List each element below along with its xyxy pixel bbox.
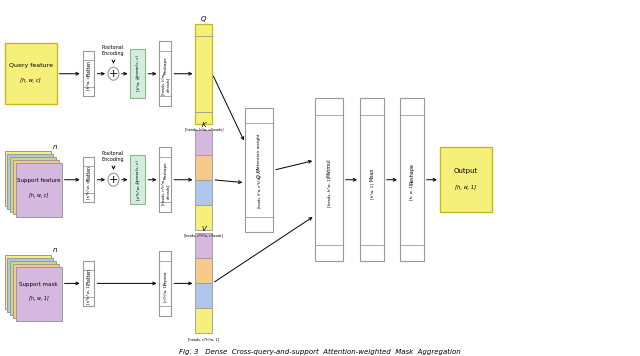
Bar — [195, 258, 212, 283]
Bar — [8, 258, 53, 312]
Text: Reshape: Reshape — [163, 57, 167, 74]
Bar — [16, 163, 62, 218]
Bar — [195, 155, 212, 180]
Text: Repeat: Repeat — [163, 270, 167, 285]
Circle shape — [108, 173, 119, 186]
Text: Linear(c, c): Linear(c, c) — [136, 160, 140, 183]
Text: Reshape: Reshape — [163, 162, 167, 179]
Bar — [195, 130, 212, 155]
Text: Mean: Mean — [369, 167, 374, 180]
Text: Support mask: Support mask — [19, 282, 58, 287]
Bar — [10, 261, 56, 315]
Bar — [400, 99, 424, 261]
Bar — [315, 99, 343, 261]
Text: Fig. 3   Dense  Cross-query-and-support  Attention-weighted  Mask  Aggregation: Fig. 3 Dense Cross-query-and-support Att… — [179, 349, 461, 355]
Circle shape — [108, 67, 119, 80]
Text: [heads, h*w, n*h*w]: [heads, h*w, n*h*w] — [257, 175, 261, 208]
Text: [n*h*w, 1]: [n*h*w, 1] — [163, 284, 167, 302]
Text: [h, w, c]: [h, w, c] — [29, 193, 49, 198]
Text: Linear(c, c): Linear(c, c) — [136, 55, 140, 78]
Text: n: n — [52, 247, 57, 253]
Text: +: + — [109, 176, 118, 185]
Bar — [159, 41, 172, 106]
Bar — [10, 157, 56, 211]
Bar — [195, 233, 212, 258]
Bar — [16, 267, 62, 321]
Bar — [131, 49, 145, 99]
Text: [n*h*w, c]: [n*h*w, c] — [86, 179, 90, 199]
Text: Attention weight: Attention weight — [257, 133, 261, 170]
Text: n: n — [52, 144, 57, 150]
Text: [n*h*w, c]: [n*h*w, c] — [136, 180, 140, 200]
Text: Q: Q — [201, 16, 207, 22]
Text: V: V — [202, 226, 206, 232]
Text: Positonal
Encoding: Positonal Encoding — [101, 151, 124, 162]
Bar — [195, 23, 212, 124]
Text: Positonal
Encoding: Positonal Encoding — [101, 45, 124, 56]
Text: Query feature: Query feature — [8, 63, 52, 68]
Text: [h, w, c]: [h, w, c] — [20, 78, 41, 83]
Text: Flatten: Flatten — [86, 60, 91, 76]
Bar — [4, 43, 56, 104]
Bar — [13, 264, 59, 318]
Text: [h, w, 1]: [h, w, 1] — [29, 296, 49, 301]
Bar — [4, 255, 51, 309]
Text: [heads, n*h*w,
c/heads]: [heads, n*h*w, c/heads] — [161, 178, 170, 205]
Text: Reshape: Reshape — [410, 163, 414, 184]
Bar — [83, 157, 95, 202]
Bar — [159, 251, 172, 316]
Bar — [195, 308, 212, 334]
Text: Flatten: Flatten — [86, 268, 91, 284]
Text: [heads, h*w,
c/heads]: [heads, h*w, c/heads] — [161, 73, 170, 95]
Bar — [360, 99, 384, 261]
Bar — [195, 180, 212, 205]
Bar — [131, 155, 145, 204]
Text: K: K — [202, 122, 206, 128]
Bar — [83, 261, 95, 306]
Text: [h*w, c]: [h*w, c] — [86, 74, 90, 90]
Bar — [8, 155, 53, 209]
Bar — [195, 205, 212, 230]
Bar — [83, 51, 95, 96]
Text: [heads, h*w, c/heads]: [heads, h*w, c/heads] — [184, 128, 223, 132]
Bar — [159, 147, 172, 212]
Bar — [440, 147, 492, 212]
Bar — [195, 283, 212, 308]
Text: Matmul: Matmul — [326, 159, 332, 177]
Text: Support feature: Support feature — [17, 178, 61, 183]
Text: +: + — [109, 69, 118, 79]
Text: [h, w, 1]: [h, w, 1] — [455, 185, 476, 190]
Text: Output: Output — [454, 168, 478, 174]
Bar — [13, 160, 59, 215]
Bar — [4, 151, 51, 206]
Text: [h*w, c]: [h*w, c] — [136, 75, 140, 91]
Bar — [245, 109, 273, 232]
Text: [h, w, 1]: [h, w, 1] — [410, 183, 414, 200]
Text: [heads, h*w, 1]: [heads, h*w, 1] — [327, 177, 331, 206]
Text: [heads, n*h*w, c/heads]: [heads, n*h*w, c/heads] — [184, 234, 223, 238]
Text: [heads, n*h*w, 1]: [heads, n*h*w, 1] — [188, 337, 220, 341]
Text: Q Kᵀ: Q Kᵀ — [257, 167, 262, 178]
Text: Flatten: Flatten — [86, 165, 91, 181]
Text: [n*h*w, 1]: [n*h*w, 1] — [86, 284, 90, 304]
Text: [h*w, 1]: [h*w, 1] — [370, 184, 374, 199]
